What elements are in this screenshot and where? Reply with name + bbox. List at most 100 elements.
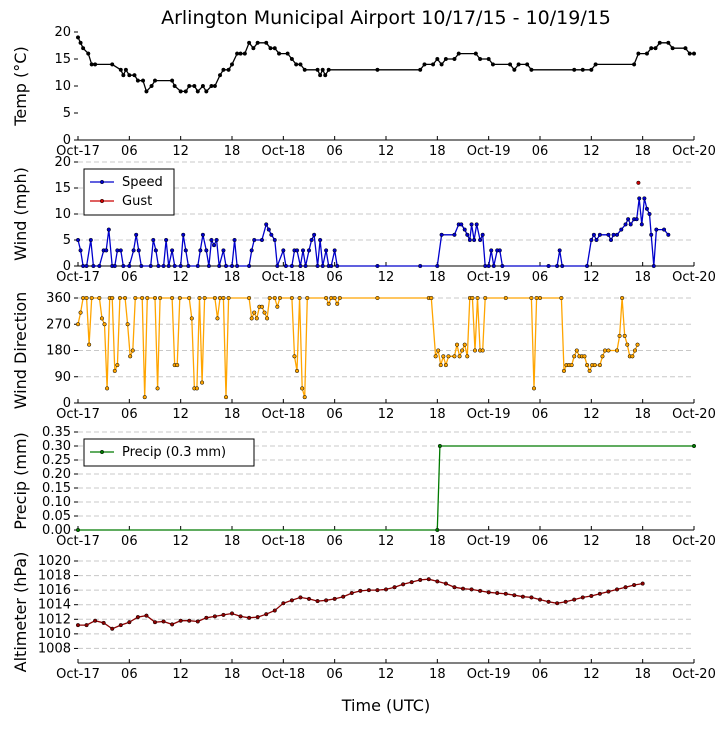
temp-data-point [644, 51, 649, 56]
wind-y-axis-label: Wind (mph) [11, 167, 30, 261]
altimeter-ytick-label: 1018 [38, 569, 71, 584]
temp-data-point [221, 67, 226, 72]
direction-data-point [194, 386, 199, 391]
direction-data-point [110, 295, 115, 301]
temp-data-point [315, 67, 320, 72]
wind-data-point [161, 263, 166, 269]
direction-data-point [600, 354, 605, 359]
direction-data-point [617, 333, 622, 338]
wind-data-point [300, 248, 306, 253]
wind-data-point [320, 263, 325, 269]
direction-data-point [534, 295, 539, 301]
temp-data-point [187, 83, 192, 89]
temp-xtick-label: 06 [326, 144, 343, 159]
wind-data-point [478, 237, 483, 243]
direction-data-point [262, 310, 267, 315]
direction-data-point [145, 295, 150, 301]
direction-y-axis-label: Wind Direction [11, 292, 30, 410]
wind-data-point [474, 222, 479, 227]
direction-data-point [597, 363, 602, 368]
temp-ytick-label: 0 [63, 133, 71, 148]
altimeter-xtick-label: 06 [326, 667, 343, 682]
temp-data-point [657, 40, 662, 45]
temp-data-point [226, 67, 231, 72]
wind-data-point [634, 217, 639, 222]
direction-data-point [475, 295, 480, 301]
altimeter-ytick-label: 1014 [38, 598, 71, 613]
temp-data-point [235, 51, 240, 56]
temp-data-point [289, 56, 294, 62]
wind-data-point [644, 206, 649, 211]
direction-data-point [272, 295, 277, 301]
wind-data-point [315, 263, 320, 269]
altimeter-data-point [401, 582, 406, 587]
wind-data-point [118, 248, 123, 253]
direction-data-point [302, 395, 307, 400]
wind-data-point [264, 222, 269, 227]
direction-data-point [294, 368, 300, 373]
direction-xtick-label: 18 [634, 407, 651, 422]
wind-ytick-label: 0 [63, 259, 71, 274]
temp-xtick-label: Oct-20 [672, 144, 716, 159]
altimeter-data-point [84, 623, 89, 628]
altimeter-data-point [623, 585, 628, 590]
direction-data-point [559, 295, 564, 301]
wind-data-point [662, 227, 667, 232]
altimeter-data-point [537, 597, 543, 602]
wind-data-point [252, 237, 257, 243]
temp-data-point [443, 56, 448, 62]
wind-data-point [491, 263, 496, 269]
temp-data-point [81, 46, 86, 51]
wind-data-point [555, 263, 560, 269]
precip-xtick-label: Oct-19 [467, 534, 511, 549]
temp-data-point [508, 62, 513, 67]
wind-data-point [486, 263, 491, 269]
wind-data-point [281, 248, 286, 253]
temp-data-point [649, 46, 654, 51]
wind-data-point [183, 248, 188, 253]
wind-ytick-label: 20 [54, 155, 71, 170]
wind-ytick-label: 10 [54, 207, 71, 222]
wind-legend-box [83, 168, 175, 216]
temp-data-point [238, 51, 243, 56]
temp-xtick-label: 18 [634, 144, 651, 159]
temp-data-point [132, 73, 137, 78]
altimeter-data-point [426, 577, 431, 582]
altimeter-data-point [255, 615, 260, 620]
direction-data-point [87, 342, 92, 347]
precip-xtick-label: 12 [583, 534, 600, 549]
direction-data-point [175, 363, 180, 368]
wind-data-point [283, 263, 288, 269]
altimeter-data-point [161, 619, 166, 624]
altimeter-xtick-label: 12 [583, 667, 600, 682]
direction-data-point [537, 295, 543, 301]
temp-data-point [298, 62, 303, 67]
precip-ytick-label: 0.00 [42, 523, 71, 538]
temp-data-point [285, 51, 290, 56]
direction-xtick-label: 18 [224, 407, 241, 422]
altimeter-xtick-label: 12 [378, 667, 395, 682]
temp-data-point [422, 62, 427, 67]
direction-data-point [197, 295, 202, 301]
altimeter-data-point [460, 586, 466, 591]
direction-data-point [177, 295, 182, 301]
precip-panel: 0.000.050.100.150.200.250.300.35 Oct-17 06… [11, 425, 716, 549]
wind-data-point [136, 248, 141, 253]
temp-data-point [123, 67, 128, 72]
precip-xtick-label: 06 [326, 534, 343, 549]
direction-data-point [289, 295, 294, 301]
altimeter-y-axis-label: Altimeter (hPa) [11, 552, 30, 673]
direction-data-point [452, 354, 457, 359]
direction-data-point [105, 386, 110, 391]
direction-data-point [133, 295, 138, 301]
wind-data-point [546, 263, 551, 269]
temp-data-point [135, 78, 140, 83]
direction-ytick-label: 360 [46, 291, 71, 306]
direction-ytick-label: 90 [54, 370, 71, 385]
wind-xtick-label: 06 [326, 270, 343, 285]
wind-data-point [75, 237, 81, 243]
direction-data-point [460, 348, 465, 353]
wind-data-point [469, 222, 474, 227]
altimeter-xtick-label: Oct-17 [56, 667, 100, 682]
altimeter-data-point [315, 599, 320, 604]
